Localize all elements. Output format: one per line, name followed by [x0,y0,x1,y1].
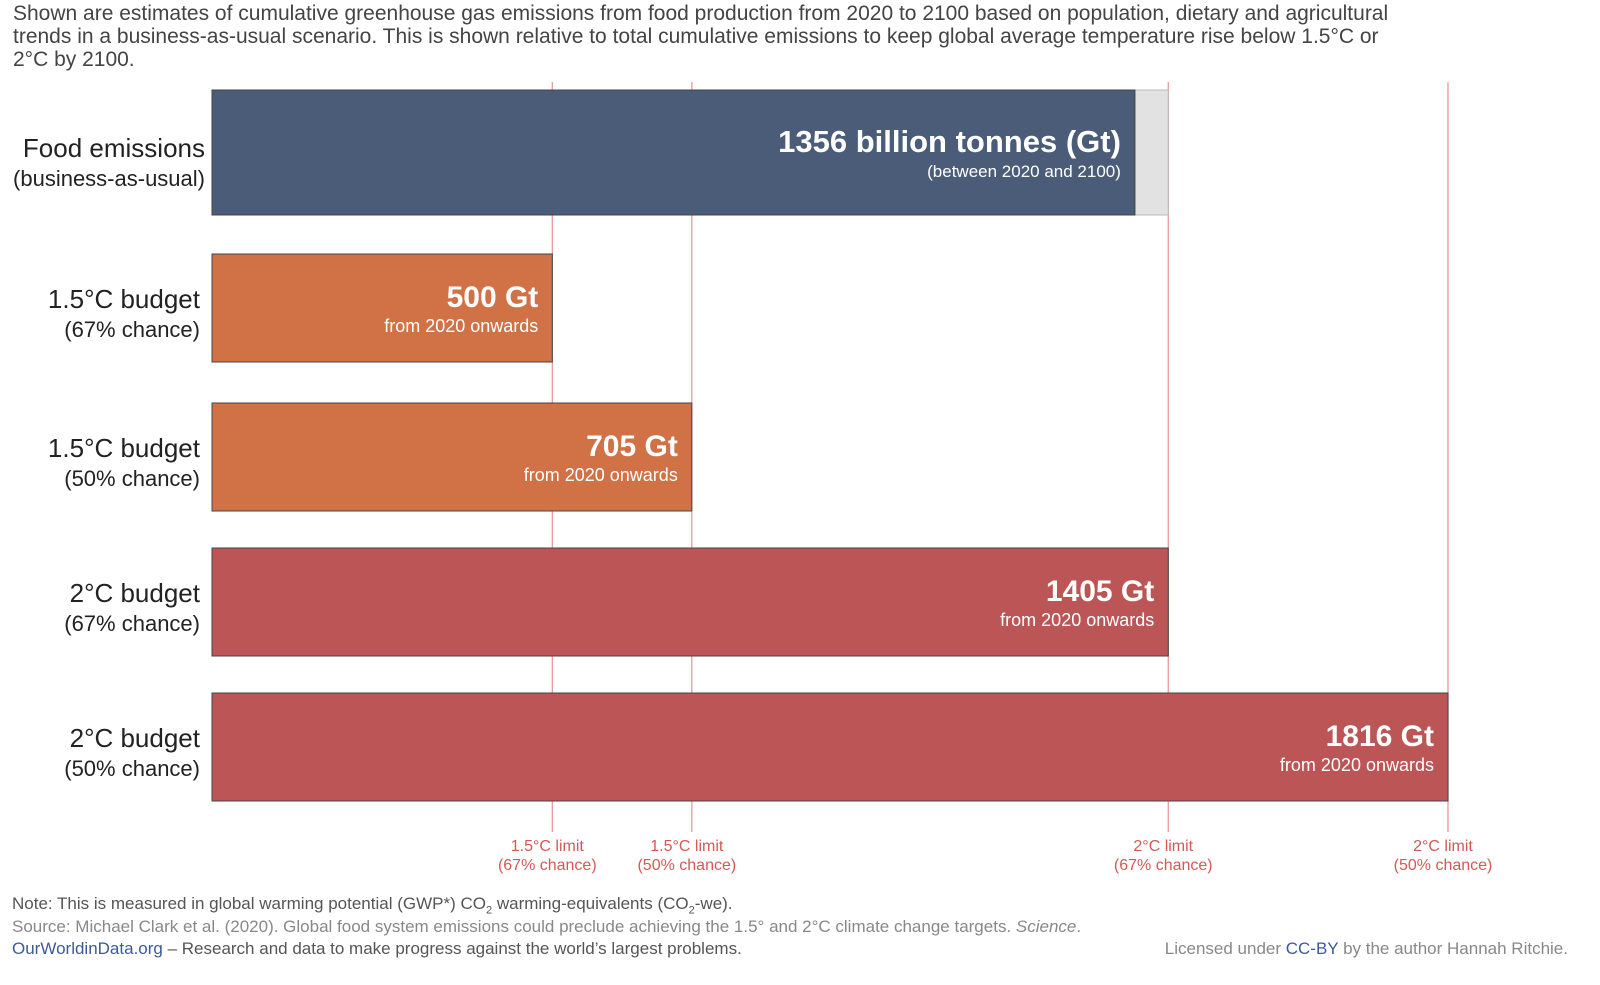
category-label-3: 2°C budget [70,578,201,608]
bar-1 [211,253,553,363]
category-label-0: Food emissions [23,133,205,163]
category-labels: Food emissions (business-as-usual) 1.5°C b… [13,133,205,781]
category-sublabel-4: (50% chance) [64,756,200,781]
footer-owid: OurWorldinData.org – Research and data t… [12,939,742,958]
footer-note: Note: This is measured in global warming… [12,894,733,917]
category-sublabel-1: (67% chance) [64,317,200,342]
bar-4 [211,692,1449,802]
limit-label-3: 2°C limit [1413,838,1473,855]
bar-value-label-3: 1405 Gt [1046,575,1154,608]
limit-sublabel-3: (50% chance) [1394,857,1493,874]
food-emissions-remainder [1134,89,1169,216]
category-label-1: 1.5°C budget [48,284,201,314]
category-label-2: 1.5°C budget [48,433,201,463]
limit-sublabel-0: (67% chance) [498,857,597,874]
limit-labels: 1.5°C limit (67% chance) 1.5°C limit (50% c… [498,838,1492,874]
bar-value-label-4: 1816 Gt [1326,720,1434,753]
bar-2 [211,402,693,512]
bar-sub-label-1: from 2020 onwards [384,316,538,336]
bar-sub-label-3: from 2020 onwards [1000,610,1154,630]
bar-sub-label-0: (between 2020 and 2100) [927,162,1121,181]
category-sublabel-3: (67% chance) [64,611,200,636]
intro-text: Shown are estimates of cumulative greenh… [13,2,1389,71]
limit-sublabel-1: (50% chance) [637,857,736,874]
category-label-4: 2°C budget [70,723,201,753]
limit-label-1: 1.5°C limit [650,838,724,855]
bar-3 [211,547,1169,657]
cc-by-link[interactable]: CC-BY [1285,939,1339,958]
category-sublabel-0: (business-as-usual) [13,166,205,191]
emissions-bar-chart: 1356 billion tonnes (Gt) (between 2020 an… [13,82,1492,874]
bar-value-label-0: 1356 billion tonnes (Gt) [778,124,1121,159]
bar-sub-label-2: from 2020 onwards [524,465,678,485]
limit-sublabel-2: (67% chance) [1114,857,1213,874]
limit-label-2: 2°C limit [1133,838,1193,855]
category-sublabel-2: (50% chance) [64,466,200,491]
bar-sub-label-4: from 2020 onwards [1280,755,1434,775]
limit-label-0: 1.5°C limit [511,838,585,855]
bar-value-label-1: 500 Gt [447,281,539,314]
footer-source: Source: Michael Clark et al. (2020). Glo… [12,917,1082,936]
bar-value-label-2: 705 Gt [586,430,678,463]
owid-link[interactable]: OurWorldinData.org [12,939,163,958]
bar-0 [211,89,1136,216]
license-text: Licensed under CC-BY by the author Hanna… [1164,939,1568,958]
bars: 1356 billion tonnes (Gt) (between 2020 an… [211,89,1449,802]
